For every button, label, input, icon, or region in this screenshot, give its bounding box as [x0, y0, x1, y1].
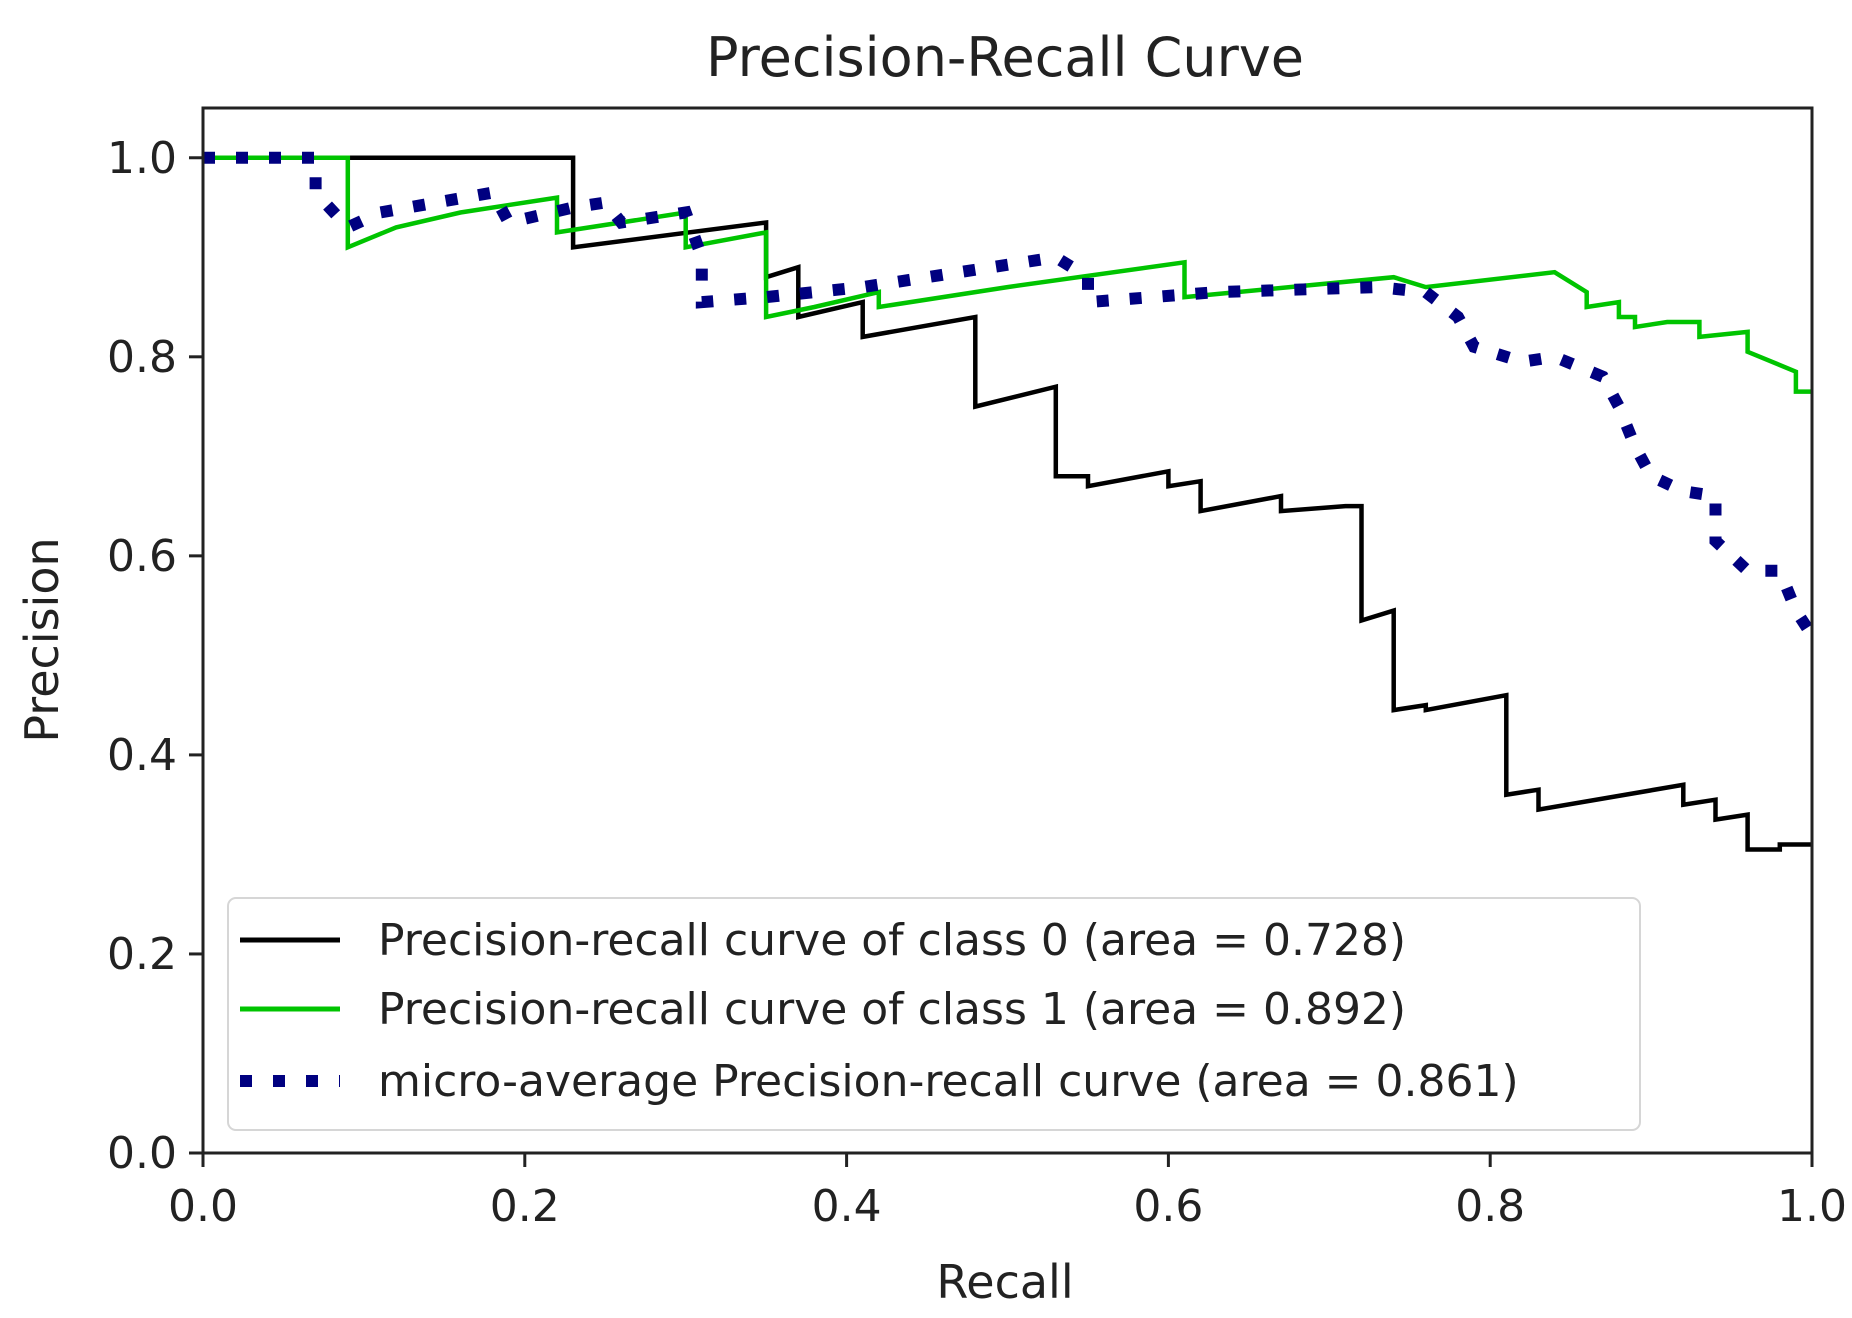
x-tick-label: 0.4 — [812, 1181, 882, 1232]
y-tick-label: 0.6 — [107, 531, 177, 582]
y-tick-label: 0.2 — [107, 929, 177, 980]
x-tick-label: 0.2 — [490, 1181, 560, 1232]
x-tick-label: 0.8 — [1455, 1181, 1525, 1232]
y-tick-label: 0.8 — [107, 332, 177, 383]
y-axis-ticks: 0.0 0.2 0.4 0.6 0.8 1.0 — [107, 133, 203, 1179]
chart-title: Precision-Recall Curve — [706, 26, 1304, 89]
x-tick-label: 0.6 — [1133, 1181, 1203, 1232]
y-tick-label: 0.4 — [107, 730, 177, 781]
x-tick-label: 1.0 — [1777, 1181, 1847, 1232]
legend: Precision-recall curve of class 0 (area … — [227, 897, 1641, 1131]
legend-label-micro-average: micro-average Precision-recall curve (ar… — [378, 1056, 1519, 1107]
x-tick-label: 0.0 — [168, 1181, 238, 1232]
legend-label-class-0: Precision-recall curve of class 0 (area … — [378, 915, 1406, 966]
x-axis-ticks: 0.0 0.2 0.4 0.6 0.8 1.0 — [168, 1153, 1847, 1232]
x-axis-label: Recall — [936, 1255, 1073, 1309]
y-tick-label: 0.0 — [107, 1128, 177, 1179]
legend-label-class-1: Precision-recall curve of class 1 (area … — [378, 984, 1406, 1035]
plot-frame — [201, 106, 1814, 1155]
class-1-curve — [203, 155, 1812, 394]
y-axis-label: Precision — [15, 537, 69, 742]
y-tick-label: 1.0 — [107, 133, 177, 184]
series-layer — [203, 151, 1818, 852]
plot-area — [201, 106, 1818, 1155]
legend-box — [227, 897, 1641, 1131]
class-0-curve — [203, 155, 1812, 852]
